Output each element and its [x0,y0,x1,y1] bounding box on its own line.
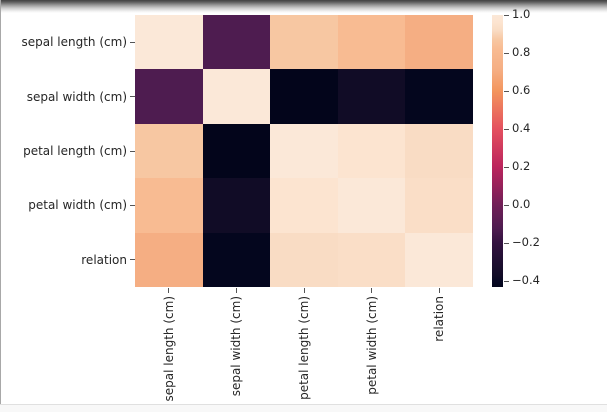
colorbar-tick [503,166,509,168]
heatmap-cell [202,15,271,70]
colorbar-tick [503,280,509,282]
heatmap-cell [337,178,406,233]
heatmap-cell [405,69,473,124]
left-window-border [0,0,1,405]
heatmap-cell [270,69,338,124]
heatmap-cell [135,123,203,179]
y-tick-label: sepal length (cm) [21,35,127,50]
heatmap-cell [270,178,338,233]
heatmap-cell [202,123,271,179]
heatmap-cell [135,69,203,124]
y-tick [130,150,135,152]
heatmap-cell [135,15,203,70]
heatmap-cell [405,123,473,179]
colorbar-tick-label: 0.0 [512,197,531,212]
colorbar-tick [503,204,509,206]
heatmap-cell [405,232,473,287]
y-tick-label: petal length (cm) [23,144,127,158]
heatmap-cell [135,178,203,233]
top-window-shadow [0,0,607,13]
y-tick-label: relation [81,252,127,267]
heatmap-cell [270,123,338,179]
y-tick [130,259,135,261]
x-tick [371,288,373,293]
colorbar-tick-label: −0.4 [512,273,540,288]
colorbar-tick-label: 1.0 [512,7,531,21]
heatmap-cell [337,15,406,70]
y-tick-label: petal width (cm) [28,198,127,213]
colorbar-tick-label: 0.6 [512,83,531,98]
colorbar-tick-label: −0.2 [512,235,540,250]
x-tick [303,288,305,293]
bottom-strip [0,405,607,412]
heatmap-cell [337,123,406,179]
heatmap-cell [202,178,271,233]
x-tick-label: petal width (cm) [364,296,379,395]
colorbar-tick-label: 0.4 [512,121,531,136]
colorbar-tick [503,128,509,130]
heatmap-cell [337,232,406,287]
x-tick [438,288,440,293]
x-tick-label: relation [432,296,447,342]
x-tick [235,288,237,293]
heatmap-cell [405,15,473,70]
y-tick [130,96,135,98]
colorbar-tick [503,14,509,16]
x-tick [168,288,170,293]
y-tick [130,41,135,43]
heatmap-cell [405,178,473,233]
y-tick [130,204,135,206]
heatmap-cell [337,69,406,124]
heatmap-cell [270,232,338,287]
heatmap-cell [202,69,271,124]
x-tick-label: petal length (cm) [297,296,311,400]
x-tick-label: sepal length (cm) [161,296,176,402]
heatmap-cell [202,232,271,287]
colorbar-gradient [492,15,503,287]
heatmap-cell [135,232,203,287]
heatmap-cell [270,15,338,70]
y-tick-label: sepal width (cm) [26,89,127,104]
x-tick-label: sepal width (cm) [229,296,244,397]
colorbar-tick [503,90,509,92]
bottom-window-border [0,404,607,405]
colorbar-tick-label: 0.2 [512,159,531,174]
colorbar-tick-label: 0.8 [512,45,531,60]
colorbar-tick [503,52,509,54]
colorbar-tick [503,242,509,244]
